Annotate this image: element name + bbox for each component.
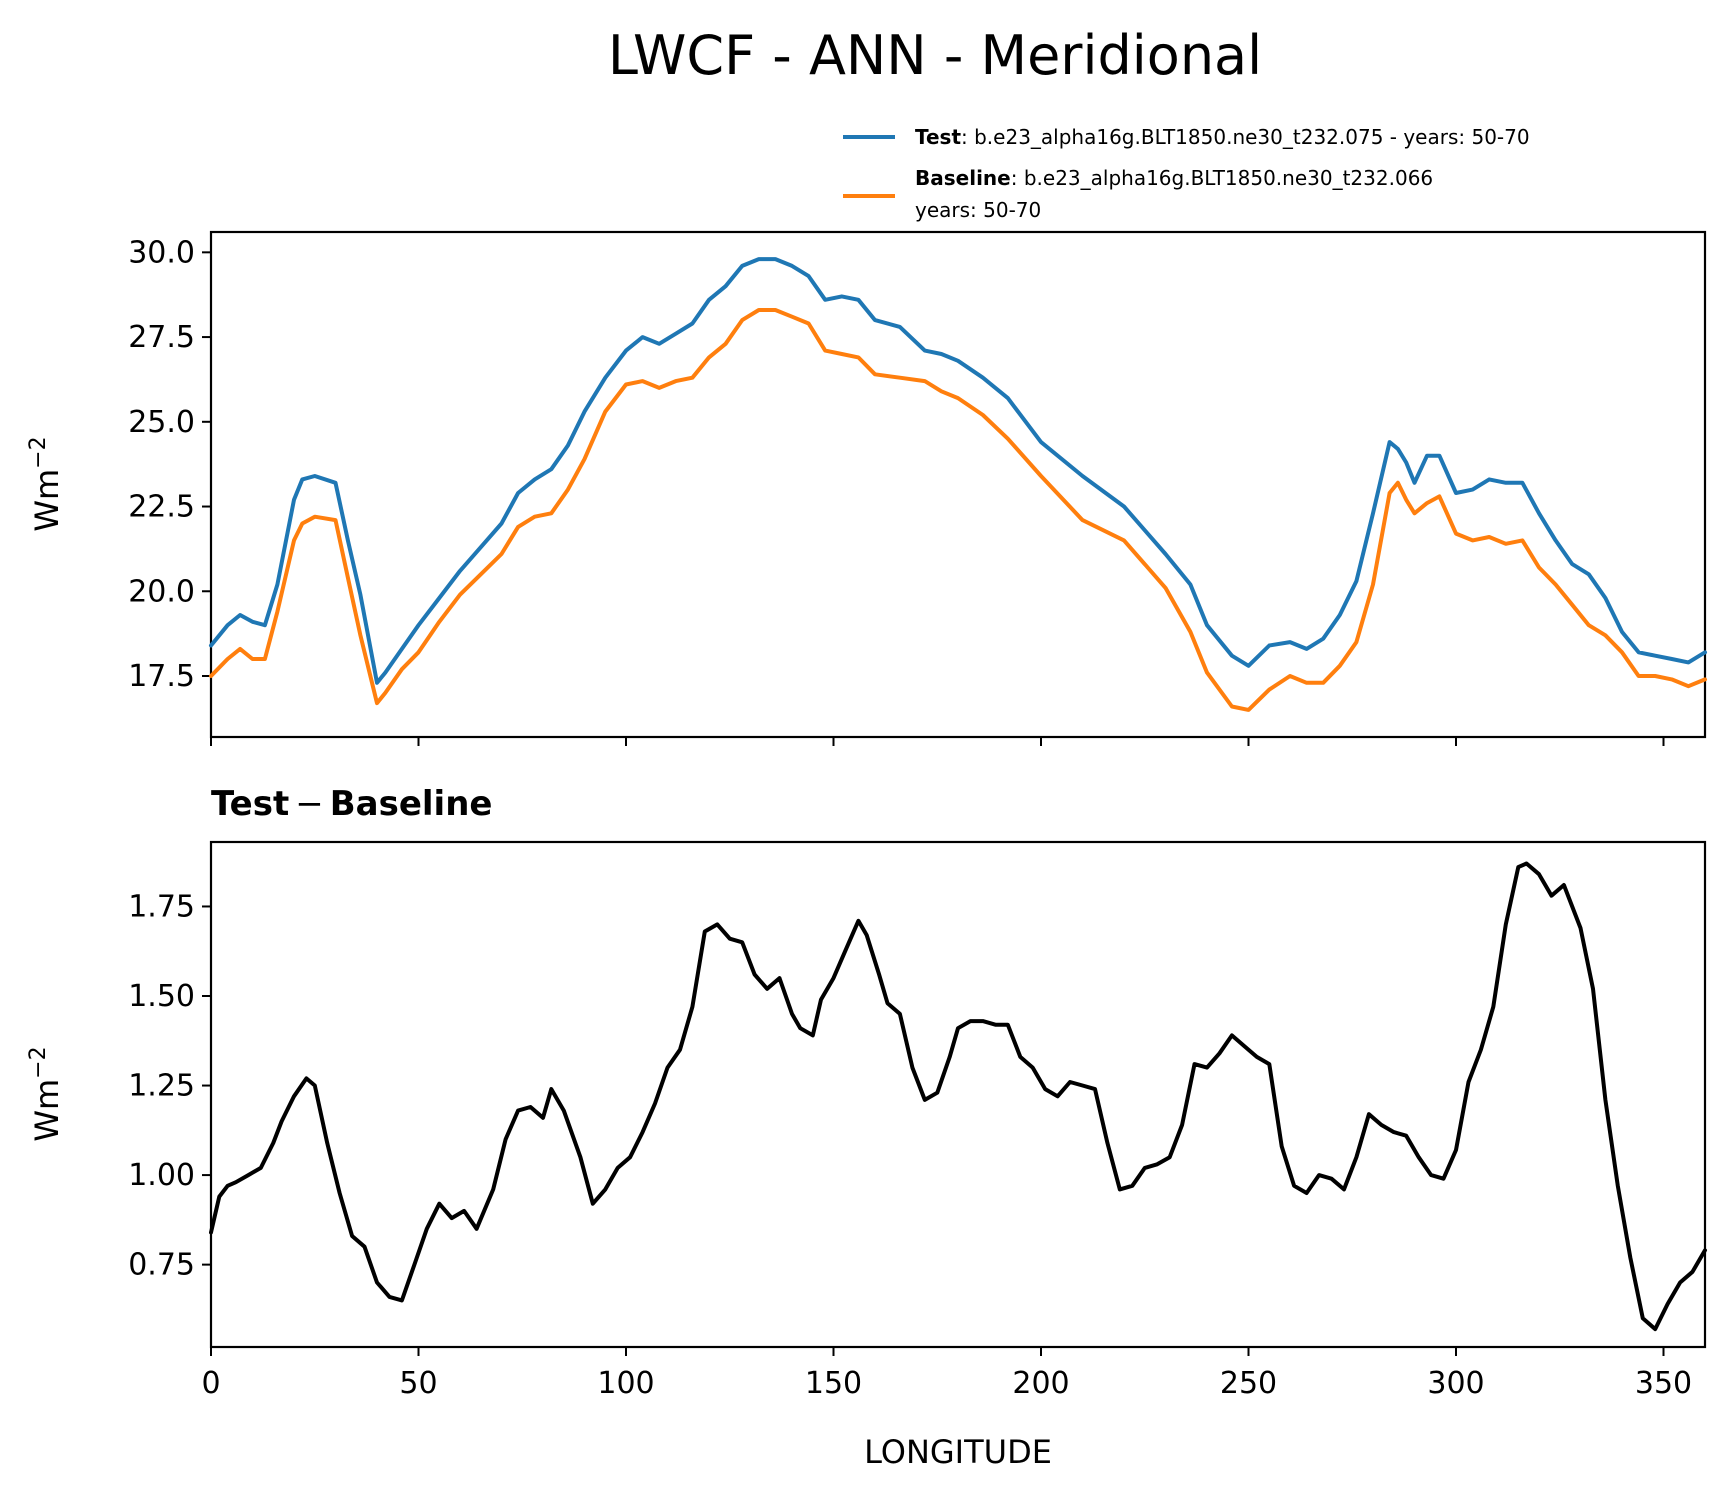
x-tick-label: 50 <box>399 1366 437 1401</box>
y-tick-label: 1.25 <box>128 1069 195 1104</box>
x-tick-label: 250 <box>1220 1366 1277 1401</box>
panel-bottom-subtitle-a: Test <box>211 784 289 824</box>
legend-label-baseline-line2: years: 50-70 <box>915 198 1041 222</box>
panel-top-ylabel-main: Wm <box>28 469 66 532</box>
panel-bottom-ylabel: Wm−2 <box>26 1046 66 1141</box>
y-tick-label: 27.5 <box>128 320 195 355</box>
y-tick-label: 20.0 <box>128 574 195 609</box>
legend-label-baseline-rest: : b.e23_alpha16g.BLT1850.ne30_t232.066 <box>1011 166 1433 190</box>
x-tick-label: 100 <box>597 1366 654 1401</box>
legend-label-baseline-bold: Baseline <box>915 166 1011 190</box>
y-tick-label: 0.75 <box>128 1248 195 1283</box>
panel-top-series <box>209 257 1707 712</box>
y-tick-label: 1.50 <box>128 979 195 1014</box>
x-axis-title: LONGITUDE <box>864 1433 1052 1471</box>
figure-title: LWCF - ANN - Meridional <box>608 24 1262 87</box>
panel-bottom-x-ticks: 0 50 100 150 200 250 300 350 <box>201 1347 1692 1401</box>
panel-top-ylabel-exp: −2 <box>26 436 51 468</box>
x-tick-label: 350 <box>1635 1366 1692 1401</box>
y-tick-label: 22.5 <box>128 490 195 525</box>
series-line-baseline <box>209 308 1707 712</box>
series-line-test-baseline <box>209 861 1707 1332</box>
series-line-test <box>209 257 1707 685</box>
y-tick-label: 30.0 <box>128 235 195 270</box>
x-tick-label: 150 <box>805 1366 862 1401</box>
panel-top-y-ticks: 17.5 20.0 22.5 25.0 27.5 30.0 <box>128 235 211 694</box>
legend-label-test-rest: : b.e23_alpha16g.BLT1850.ne30_t232.075 -… <box>961 125 1530 149</box>
panel-top-frame <box>209 230 1707 739</box>
y-tick-label: 1.75 <box>128 889 195 924</box>
panel-bottom: 0.75 1.00 1.25 1.50 1.75 0 50 100 150 200 250 300 3… <box>26 840 1707 1401</box>
panel-bottom-frame <box>209 840 1707 1349</box>
panel-top: 17.5 20.0 22.5 25.0 27.5 30.0 Wm−2 <box>26 230 1707 746</box>
legend: Test: b.e23_alpha16g.BLT1850.ne30_t232.0… <box>843 125 1530 222</box>
panel-bottom-ylabel-exp: −2 <box>26 1046 51 1078</box>
x-tick-label: 300 <box>1427 1366 1484 1401</box>
panel-bottom-series <box>209 861 1707 1332</box>
panel-bottom-y-ticks: 0.75 1.00 1.25 1.50 1.75 <box>128 889 211 1283</box>
panel-top-x-ticks <box>210 737 1665 746</box>
panel-bottom-subtitle: Test − Baseline <box>211 784 492 824</box>
panel-bottom-subtitle-b: Baseline <box>330 784 493 824</box>
legend-label-baseline: Baseline: b.e23_alpha16g.BLT1850.ne30_t2… <box>915 166 1433 190</box>
panel-bottom-subtitle-minus: − <box>295 784 324 824</box>
panel-bottom-ylabel-main: Wm <box>28 1079 66 1142</box>
legend-label-test-bold: Test <box>915 125 961 149</box>
y-tick-label: 1.00 <box>128 1158 195 1193</box>
x-tick-label: 0 <box>201 1366 220 1401</box>
legend-label-test: Test: b.e23_alpha16g.BLT1850.ne30_t232.0… <box>915 125 1530 149</box>
y-tick-label: 25.0 <box>128 405 195 440</box>
x-tick-label: 200 <box>1012 1366 1069 1401</box>
y-tick-label: 17.5 <box>128 659 195 694</box>
panel-top-ylabel: Wm−2 <box>26 436 66 531</box>
